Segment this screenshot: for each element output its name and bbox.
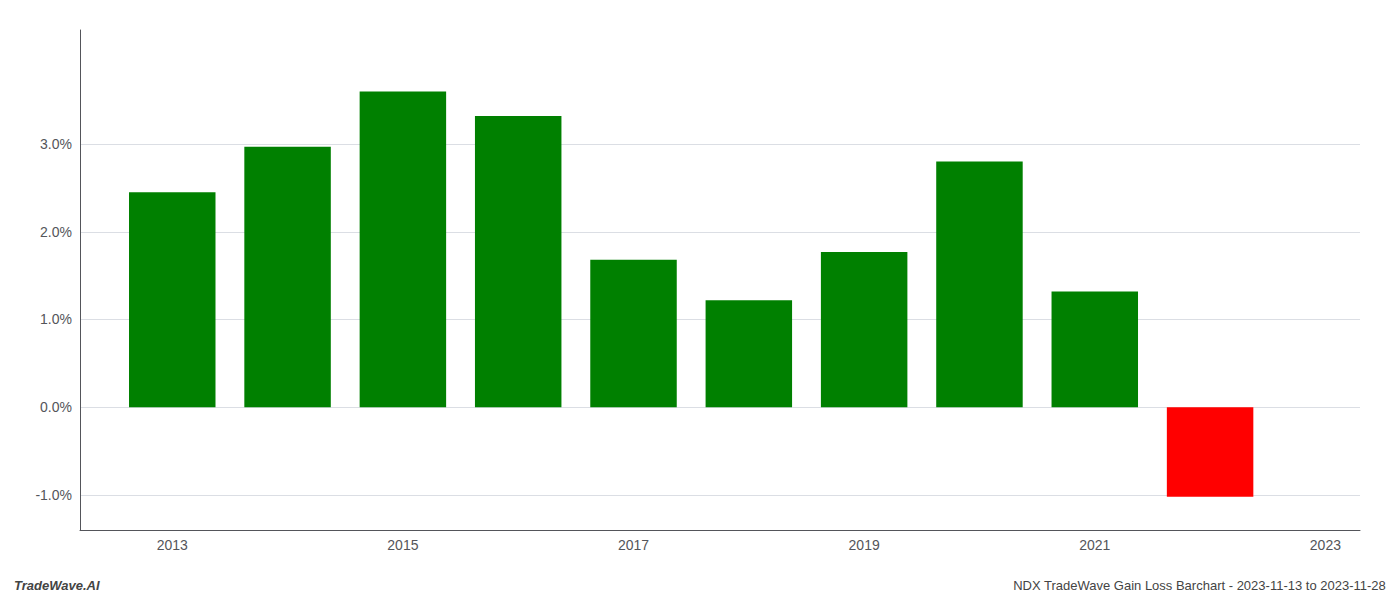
svg-text:2021: 2021 bbox=[1079, 537, 1110, 553]
svg-text:2019: 2019 bbox=[849, 537, 880, 553]
svg-text:2.0%: 2.0% bbox=[40, 224, 72, 240]
svg-text:TradeWave.AI: TradeWave.AI bbox=[14, 578, 100, 593]
svg-text:3.0%: 3.0% bbox=[40, 136, 72, 152]
svg-text:NDX TradeWave Gain Loss Barcha: NDX TradeWave Gain Loss Barchart - 2023-… bbox=[1013, 578, 1386, 593]
svg-text:2017: 2017 bbox=[618, 537, 649, 553]
svg-text:0.0%: 0.0% bbox=[40, 399, 72, 415]
svg-text:2015: 2015 bbox=[387, 537, 418, 553]
svg-text:-1.0%: -1.0% bbox=[35, 487, 72, 503]
svg-text:2013: 2013 bbox=[157, 537, 188, 553]
svg-text:1.0%: 1.0% bbox=[40, 311, 72, 327]
svg-text:2023: 2023 bbox=[1310, 537, 1341, 553]
